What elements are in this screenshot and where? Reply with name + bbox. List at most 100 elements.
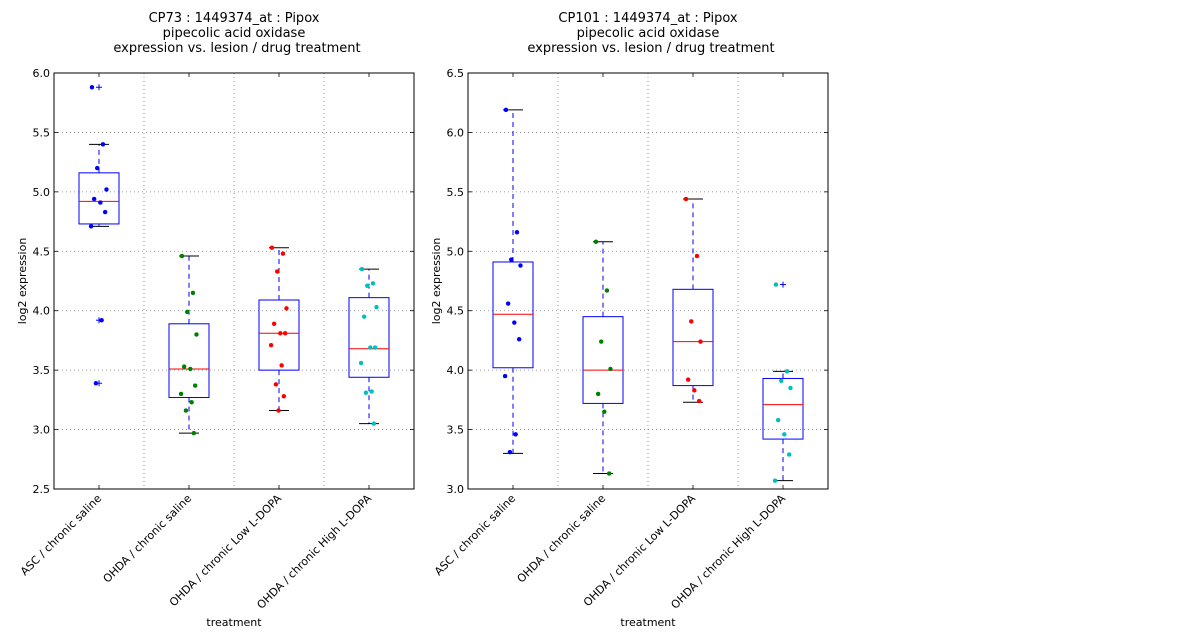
right-plot-data-point [694, 253, 700, 259]
left-plot-data-point [181, 364, 187, 369]
left-plot-data-point [358, 360, 364, 366]
right-plot-y-tick-label: 4.0 [447, 364, 465, 377]
right-plot-y-tick-label: 5.0 [447, 245, 465, 258]
right-plot-data-point [598, 339, 604, 344]
right-plot-data-point [683, 196, 689, 202]
right-plot-data-point [595, 391, 601, 397]
left-plot-data-point [179, 253, 185, 259]
left-plot-panel: CP73 : 1449374_at : Pipox pipecolic acid… [16, 11, 415, 629]
left-plot-data-point [98, 200, 103, 205]
right-plot-data-point [508, 257, 514, 262]
right-plot-data-point [788, 385, 793, 391]
right-plot-y-tick-label: 5.5 [447, 186, 465, 199]
right-plot-data-point [782, 432, 787, 437]
left-plot-data-point [279, 363, 284, 368]
right-plot-axes-frame [467, 72, 829, 490]
right-plot-data-point [602, 409, 607, 414]
left-plot-data-point [91, 196, 97, 202]
right-plot-y-axis-label: log2 expression [430, 238, 443, 325]
left-plot-data-point [372, 345, 378, 350]
right-plot-x-tick-label: OHDA / chronic saline [515, 492, 609, 586]
left-plot-x-tick-label: ASC / chronic saline [18, 492, 104, 578]
left-plot-y-tick-label: 5.5 [33, 126, 51, 139]
right-plot-data-point [786, 452, 792, 457]
left-plot-data-point [194, 332, 199, 337]
left-plot-title-line-3: expression vs. lesion / drug treatment [113, 41, 360, 56]
left-plot-data-point [104, 187, 109, 192]
left-plot-data-point [368, 345, 373, 350]
right-plot-title-line-3: expression vs. lesion / drug treatment [527, 41, 774, 56]
left-plot-data-point [188, 366, 193, 372]
left-plot-data-point [191, 430, 197, 436]
left-plot-data-point [281, 394, 287, 399]
right-plot-title-line-2: pipecolic acid oxidase [577, 26, 720, 41]
right-plot-box-group [762, 281, 804, 482]
left-plot-y-tick-label: 5.0 [33, 186, 51, 199]
left-plot-data-point [274, 269, 280, 274]
right-plot-data-point [688, 319, 694, 324]
left-plot-data-point [192, 383, 198, 388]
right-plot-data-point [773, 282, 779, 287]
left-plot-box [348, 297, 390, 378]
left-plot-y-tick-label: 6.0 [33, 67, 51, 80]
left-plot-data-point [184, 309, 190, 315]
right-plot-data-point [608, 366, 613, 372]
left-plot-y-tick-label: 4.0 [33, 305, 51, 318]
right-plot-y-tick-label: 4.5 [447, 305, 465, 318]
right-plot-data-point [505, 301, 511, 306]
left-plot-data-point [89, 85, 95, 90]
right-plot-box [672, 288, 714, 387]
right-plot-y-tick-label: 3.5 [447, 424, 465, 437]
left-plot-title-line-2: pipecolic acid oxidase [163, 26, 306, 41]
right-plot-data-point [513, 432, 518, 437]
right-plot-box-group [492, 109, 534, 454]
left-plot-data-point [99, 317, 104, 323]
right-plot-data-point [604, 288, 610, 293]
right-plot-data-point [512, 320, 517, 325]
left-plot-data-point [276, 408, 281, 413]
right-plot-data-point [507, 449, 513, 455]
right-plot-data-point [685, 377, 691, 382]
right-plot-box [582, 316, 624, 404]
right-plot-y-tick-label: 3.0 [447, 483, 465, 496]
left-plot-data-point [93, 380, 99, 386]
right-plot-y-tick-label: 6.0 [447, 126, 465, 139]
right-plot-x-tick-label: ASC / chronic saline [432, 492, 518, 578]
left-plot-data-point [102, 209, 108, 215]
left-plot-data-point [369, 389, 374, 394]
left-plot-title-line-1: CP73 : 1449374_at : Pipox [149, 11, 320, 26]
right-plot-data-point [772, 478, 778, 483]
left-plot-data-point [94, 165, 100, 171]
right-plot-data-point [503, 107, 509, 113]
left-plot-box-group [168, 255, 210, 434]
left-plot-y-tick-label: 2.5 [33, 483, 51, 496]
left-plot-data-point [190, 290, 196, 296]
right-plot-data-point [692, 388, 697, 393]
left-plot-data-point [363, 390, 369, 395]
left-plot-y-tick-label: 4.5 [33, 245, 51, 258]
right-plot-data-point [502, 373, 508, 379]
right-plot-box-group [582, 241, 624, 475]
right-plot-box-group [672, 198, 714, 403]
left-plot-y-tick-label: 3.5 [33, 364, 51, 377]
left-plot-x-axis-label: treatment [206, 616, 262, 629]
left-plot-data-point [268, 342, 274, 348]
right-plot-title-line-1: CP101 : 1449374_at : Pipox [558, 11, 737, 26]
left-plot-data-point [371, 421, 377, 426]
left-plot-data-point [183, 408, 189, 413]
left-plot-data-point [282, 331, 288, 336]
left-plot-data-point [278, 331, 283, 336]
left-plot-box [168, 323, 210, 398]
right-plot-data-point [778, 378, 784, 384]
left-plot-data-point [100, 142, 106, 147]
left-plot-data-point [178, 391, 184, 397]
left-plot-data-point [361, 314, 367, 319]
right-plot-box [492, 261, 534, 369]
right-plot-box [762, 377, 804, 440]
left-plot-data-point [364, 283, 370, 289]
left-plot-y-axis-label: log2 expression [16, 238, 29, 325]
right-plot-panel: CP101 : 1449374_at : Pipox pipecolic aci… [430, 11, 829, 629]
left-plot-data-point [359, 266, 365, 272]
right-plot-x-axis-label: treatment [620, 616, 676, 629]
left-plot-data-point [273, 382, 279, 387]
